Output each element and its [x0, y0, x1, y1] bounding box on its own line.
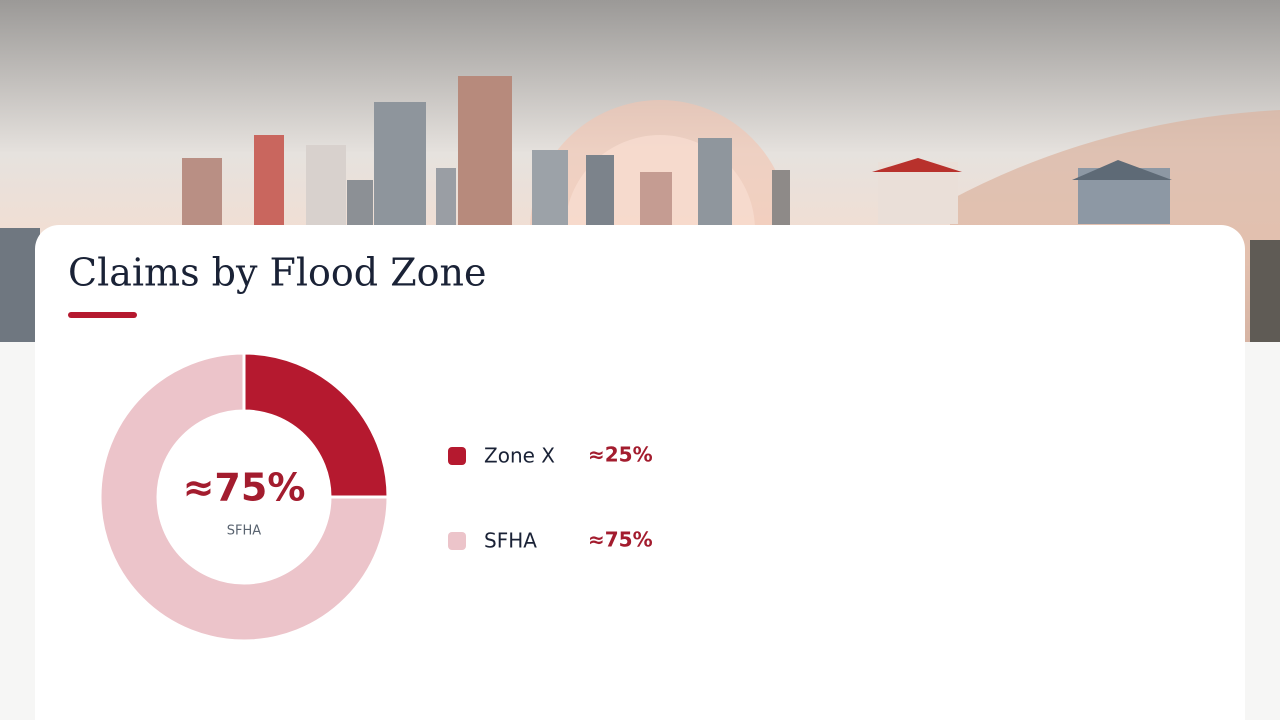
donut-segment: [98, 351, 390, 643]
legend-value: ≈25%: [588, 443, 653, 467]
donut: [98, 351, 390, 643]
legend-label: SFHA: [484, 529, 537, 553]
title-underline: [68, 312, 137, 318]
center-value: ≈75%: [183, 466, 306, 510]
legend-swatch: [448, 532, 466, 550]
legend-swatch: [448, 447, 466, 465]
legend-value: ≈75%: [588, 528, 653, 552]
center-label: SFHA: [227, 524, 262, 539]
chart-title: Claims by Flood Zone: [68, 251, 486, 295]
legend-label: Zone X: [484, 444, 555, 468]
donut-segment: [242, 351, 390, 499]
legend: Zone X ≈25% SFHA ≈75%: [448, 443, 653, 553]
